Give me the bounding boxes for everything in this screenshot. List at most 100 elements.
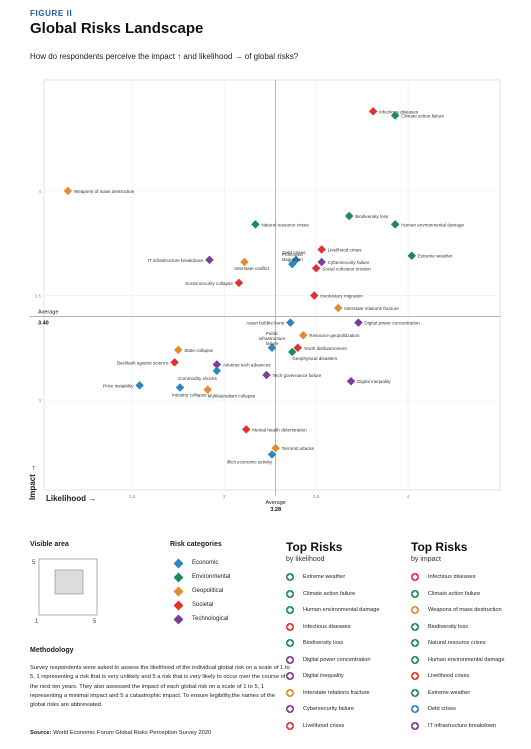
top-risk-label: Digital inequality: [303, 673, 344, 680]
point-extreme-weather: [407, 251, 416, 260]
source-text: World Economic Forum Global Risks Percep…: [53, 730, 212, 736]
visible-area-frame: [38, 558, 98, 616]
top-likelihood-list: Extreme weather Climate action failure Hum…: [286, 569, 380, 734]
top-impact-list: Infectious diseases Climate action failur…: [411, 569, 505, 734]
label-human-environmental-damage: Human environmental damage: [401, 222, 464, 227]
label-industry-collapse: Industry collapse: [172, 393, 207, 398]
risk-categories-legend: Economic Environmental Geopolitical Societa…: [173, 556, 230, 626]
top-likelihood-title: Top Risks: [286, 540, 343, 554]
top-risk-label: Infectious diseases: [303, 623, 351, 630]
point-mental-health-deterioration: [242, 425, 251, 434]
point-backlash-against-science: [170, 358, 179, 367]
label-mental-health-deterioration: Mental health deterioration: [252, 427, 307, 432]
label-asset-bubble-burst: Asset bubble burst: [246, 321, 285, 326]
top-impact-item: Debt crises: [411, 701, 505, 718]
visible-area-ymax: 5: [32, 560, 36, 566]
point-involuntary-migration: [310, 291, 319, 300]
point-public-infrastructure-failure: [267, 343, 277, 352]
point-multilateralism-collapse: [203, 385, 212, 394]
point-natural-resource-crises: [251, 220, 260, 229]
category-economic: Economic: [173, 556, 230, 570]
point-digital-inequality: [346, 376, 356, 386]
top-likelihood-panel: Top Risks by likelihood Extreme weather C…: [286, 540, 380, 734]
label-biodiversity-loss: Biodiversity loss: [355, 214, 389, 219]
rank-badge-icon: [286, 721, 294, 730]
risk-landscape-chart: 2.5 3 3.5 433.54Average3.28Average3.40Impac…: [28, 79, 501, 513]
category-geopolitical: Geopolitical: [173, 584, 230, 598]
top-risk-label: Debt crises: [428, 706, 456, 713]
average-x-label: Average: [265, 500, 285, 506]
rank-badge-icon: [411, 721, 419, 730]
rank-badge-icon: [411, 705, 419, 714]
rank-badge-icon: [411, 573, 419, 582]
visible-area-xmax: 5: [93, 619, 97, 625]
label-public-infrastructure-failure: Public infrastructure failure: [259, 331, 286, 346]
top-impact-item: Infectious diseases: [411, 569, 505, 586]
x-tick-label: 4: [407, 494, 410, 499]
point-tech-governance-failure: [262, 370, 271, 380]
point-commodity-shocks: [212, 366, 222, 376]
point-state-collapse: [173, 345, 183, 355]
visible-area-diagram: 5 1 5: [32, 558, 98, 625]
y-axis-title: Impact →: [28, 464, 37, 500]
label-prolonged-stagnation: Prolonged stagnation: [282, 252, 304, 262]
figure-label: FIGURE II: [30, 9, 73, 18]
top-likelihood-item: Extreme weather: [286, 569, 380, 586]
label-natural-resource-crises: Natural resource crises: [261, 222, 309, 227]
y-tick-label: 3: [38, 398, 41, 403]
top-impact-panel: Top Risks by impact Infectious diseases C…: [411, 540, 505, 734]
x-axis-title: Likelihood →: [46, 494, 96, 503]
rank-badge-icon: [286, 639, 294, 648]
top-risk-label: Extreme weather: [428, 689, 471, 696]
category-societal: Societal: [173, 598, 230, 612]
top-impact-item: Extreme weather: [411, 685, 505, 702]
average-y-value: 3.40: [38, 320, 49, 326]
rank-badge-icon: [411, 655, 419, 664]
top-risk-label: Digital power concentration: [303, 656, 371, 663]
point-cybersecurity-failure: [317, 257, 326, 267]
top-risk-label: Natural resource crises: [428, 640, 486, 647]
top-risk-label: Livelihood crises: [428, 673, 470, 680]
label-youth-disillusionment: Youth disillusionment: [304, 346, 348, 351]
label-weapons-of-mass-destruction: Weapons of mass destruction: [74, 189, 135, 194]
label-illicit-economic-activity: Illicit economic activity: [227, 459, 273, 464]
point-climate-action-failure: [390, 111, 400, 120]
point-biodiversity-loss: [344, 211, 354, 221]
rank-badge-icon: [286, 589, 294, 598]
rank-badge-icon: [411, 606, 419, 615]
point-youth-disillusionment: [293, 343, 302, 352]
source-line: Source: World Economic Forum Global Risk…: [30, 730, 211, 736]
top-impact-item: Climate action failure: [411, 586, 505, 603]
top-risk-label: Cybersecurity failure: [303, 706, 354, 713]
page-title: Global Risks Landscape: [30, 20, 204, 37]
category-label: Economic: [192, 560, 219, 566]
label-state-collapse: State collapse: [184, 348, 213, 353]
top-impact-item: IT infrastructure breakdown: [411, 718, 505, 735]
label-adverse-tech-advances: Adverse tech advances: [223, 362, 271, 367]
visible-area-title: Visible area: [30, 541, 69, 548]
rank-badge-icon: [286, 688, 294, 697]
top-impact-item: Natural resource crises: [411, 635, 505, 652]
top-risk-label: IT infrastructure breakdown: [428, 722, 496, 729]
label-terrorist-attacks: Terrorist attacks: [282, 446, 315, 451]
top-impact-sub: by impact: [411, 556, 441, 563]
top-risk-label: Infectious diseases: [428, 574, 476, 581]
point-social-cohesion-erosion: [311, 264, 321, 273]
top-likelihood-sub: by likelihood: [286, 556, 325, 563]
rank-badge-icon: [411, 672, 419, 681]
rank-badge-icon: [411, 589, 419, 598]
category-marker-icon: [173, 558, 184, 568]
top-likelihood-item: Climate action failure: [286, 586, 380, 603]
plot-frame: [43, 79, 501, 491]
top-risk-label: Biodiversity loss: [303, 640, 344, 647]
x-tick-label: 3.5: [313, 494, 320, 499]
methodology-title: Methodology: [30, 647, 74, 654]
methodology-text: Survey respondents were asked to assess …: [30, 665, 290, 709]
rank-badge-icon: [411, 639, 419, 648]
y-tick-label: 4: [38, 189, 41, 194]
label-geophysical-disasters: Geophysical disasters: [292, 356, 338, 361]
source-label: Source:: [30, 730, 52, 736]
point-human-environmental-damage: [390, 220, 400, 229]
top-likelihood-item: Digital inequality: [286, 668, 380, 685]
top-risk-label: Human environmental damage: [428, 656, 505, 663]
